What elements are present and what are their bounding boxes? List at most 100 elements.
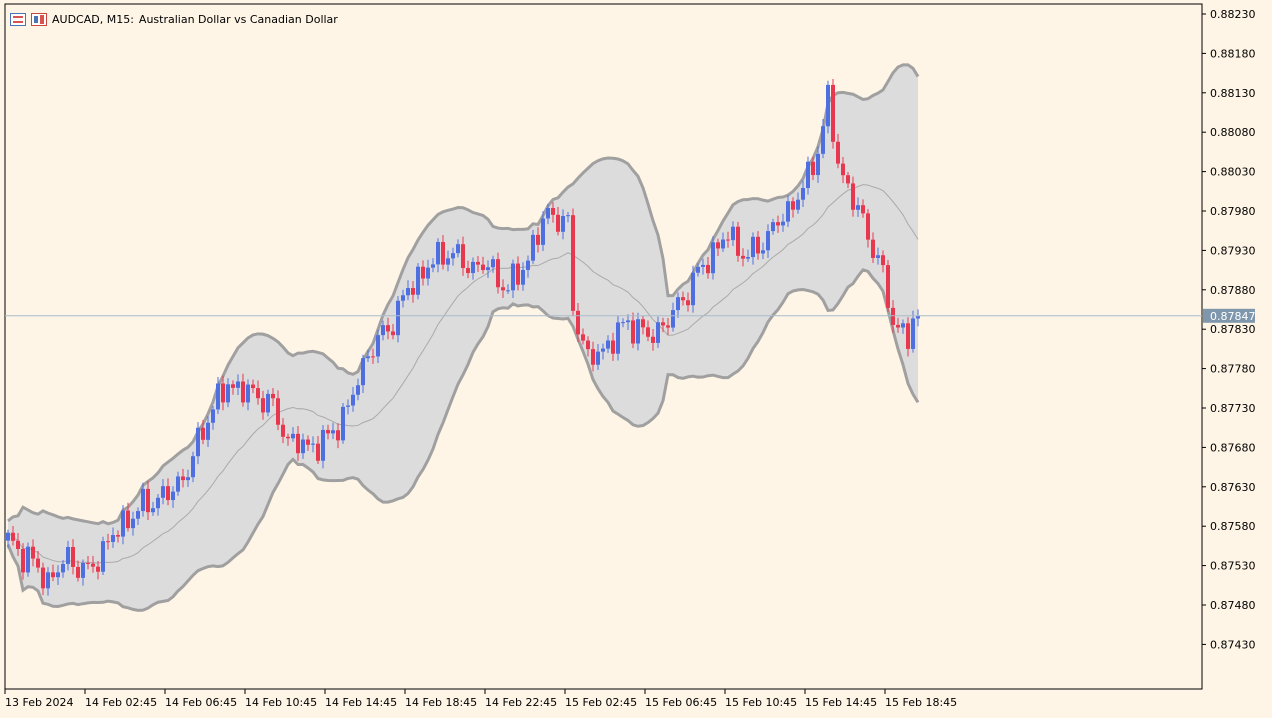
candle-body: [621, 322, 625, 324]
candle-body: [456, 244, 460, 254]
candle-body: [86, 562, 90, 564]
candle-body: [651, 336, 655, 343]
candle-body: [711, 242, 715, 274]
candle-body: [591, 349, 595, 365]
candle-body: [466, 267, 470, 274]
candle-body: [681, 297, 685, 301]
candle-body: [26, 546, 30, 573]
candle-body: [81, 562, 85, 578]
candle-body: [686, 300, 690, 306]
candle-body: [811, 161, 815, 176]
candle-body: [186, 477, 190, 481]
candle-body: [371, 356, 375, 358]
candle-body: [801, 188, 805, 200]
candle-body: [351, 394, 355, 406]
candle-body: [576, 310, 580, 335]
y-axis-tick-label: 0.88230: [1210, 8, 1256, 21]
candle-body: [251, 384, 255, 389]
candle-body: [906, 323, 910, 349]
candle-body: [121, 510, 125, 537]
candle-body: [291, 433, 295, 439]
candle-body: [336, 430, 340, 441]
candle-body: [516, 263, 520, 285]
candle-body: [136, 511, 140, 519]
x-axis-tick-label: 14 Feb 22:45: [485, 696, 557, 709]
candle-body: [256, 388, 260, 399]
candle-body: [16, 540, 20, 549]
candle-body: [141, 488, 145, 512]
symbol-description: Australian Dollar vs Canadian Dollar: [138, 12, 338, 26]
candle-body: [106, 541, 110, 543]
candle-body: [606, 340, 610, 349]
candle-body: [486, 267, 490, 271]
candle-body: [536, 234, 540, 245]
candle-body: [816, 153, 820, 176]
candle-body: [911, 318, 915, 349]
y-axis-tick-label: 0.87480: [1210, 599, 1256, 612]
candle-body: [426, 267, 430, 279]
x-axis-tick-label: 15 Feb 06:45: [645, 696, 717, 709]
bollinger-middle-line: [7, 184, 919, 564]
candle-body: [506, 290, 510, 292]
candle-body: [91, 563, 95, 567]
chart-table-icon[interactable]: [10, 12, 26, 26]
candle-body: [296, 433, 300, 454]
candle-body: [361, 358, 365, 386]
candle-body: [411, 288, 415, 295]
chart-candles-icon[interactable]: [31, 12, 47, 26]
candle-body: [471, 261, 475, 274]
candle-body: [386, 325, 390, 332]
candle-body: [581, 334, 585, 341]
candle-body: [401, 295, 405, 301]
candle-body: [561, 216, 565, 232]
candle-body: [791, 201, 795, 210]
candle-body: [756, 236, 760, 254]
candle-body: [131, 518, 135, 529]
bollinger-lower-line: [6, 268, 920, 612]
candle-body: [261, 398, 265, 413]
y-axis-tick-label: 0.87930: [1210, 244, 1256, 257]
candle-body: [316, 443, 320, 461]
candle-body: [96, 566, 100, 572]
candle-body: [541, 218, 545, 245]
candle-body: [126, 510, 130, 529]
candle-body: [671, 310, 675, 328]
candle-body: [331, 430, 335, 434]
candle-body: [116, 535, 120, 537]
candle-body: [416, 266, 420, 295]
candle-body: [11, 532, 15, 541]
candle-body: [611, 340, 615, 354]
candle-body: [631, 320, 635, 344]
y-axis-tick-label: 0.88180: [1210, 47, 1256, 60]
candle-body: [736, 226, 740, 256]
x-axis-tick-label: 15 Feb 18:45: [885, 696, 957, 709]
candle-body: [726, 239, 730, 241]
candle-body: [666, 325, 670, 328]
x-axis-tick-label: 15 Feb 14:45: [805, 696, 877, 709]
candle-body: [851, 183, 855, 210]
candle-body: [886, 265, 890, 308]
x-axis-tick-label: 14 Feb 18:45: [405, 696, 477, 709]
y-axis-tick-label: 0.87580: [1210, 520, 1256, 533]
candle-body: [111, 535, 115, 542]
x-axis-tick-label: 13 Feb 2024: [5, 696, 73, 709]
candle-body: [626, 320, 630, 323]
candle-body: [701, 264, 705, 267]
candle-body: [741, 255, 745, 259]
candle-body: [766, 231, 770, 251]
y-axis-tick-label: 0.87880: [1210, 284, 1256, 297]
candle-body: [806, 161, 810, 189]
candle-body: [341, 406, 345, 441]
candle-body: [796, 199, 800, 210]
symbol-label: AUDCAD, M15:: [52, 12, 134, 26]
candle-body: [161, 486, 165, 498]
candle-body: [71, 547, 75, 567]
candle-body: [716, 242, 720, 249]
candle-body: [346, 405, 350, 407]
candle-body: [226, 384, 230, 403]
candle-body: [231, 384, 235, 388]
candle-body: [421, 266, 425, 279]
candle-body: [66, 547, 70, 564]
